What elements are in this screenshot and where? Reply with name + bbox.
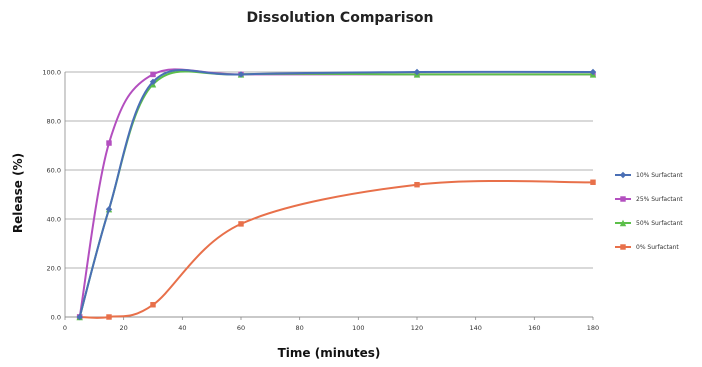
y-tick-label: 100.0 bbox=[42, 69, 61, 77]
y-axis-title: Release (%) bbox=[11, 153, 25, 233]
x-tick-label: 60 bbox=[237, 324, 245, 332]
data-point bbox=[76, 313, 83, 321]
legend-item: 10% Surfactant bbox=[615, 171, 683, 179]
legend-item: 25% Surfactant bbox=[615, 196, 683, 203]
gridlines bbox=[65, 71, 593, 318]
x-axis-title: Time (minutes) bbox=[278, 346, 381, 360]
x-tick-label: 20 bbox=[120, 324, 128, 332]
x-tick-label: 100 bbox=[352, 324, 364, 332]
axes bbox=[64, 72, 594, 320]
series-line bbox=[78, 69, 594, 318]
legend-marker bbox=[619, 171, 627, 179]
series-3 bbox=[76, 179, 596, 320]
legend-marker bbox=[620, 196, 626, 202]
legend-item: 50% Surfactant bbox=[615, 219, 683, 227]
data-point bbox=[150, 302, 156, 308]
legend-item: 0% Surfactant bbox=[615, 244, 679, 251]
x-tick-label: 160 bbox=[528, 324, 540, 332]
data-point bbox=[149, 78, 157, 85]
legend: 10% Surfactant 25% Surfactant 50% Surfacta… bbox=[615, 171, 683, 251]
data-point bbox=[237, 71, 245, 78]
series-line bbox=[78, 68, 593, 318]
x-tick-label: 40 bbox=[178, 324, 186, 332]
data-point bbox=[590, 179, 596, 185]
data-point bbox=[106, 140, 112, 146]
data-point bbox=[413, 68, 421, 76]
data-point bbox=[589, 68, 597, 76]
data-point bbox=[106, 314, 112, 320]
data-point bbox=[105, 206, 113, 213]
chart-title: Dissolution Comparison bbox=[247, 10, 434, 26]
legend-label: 25% Surfactant bbox=[636, 196, 683, 203]
tick-labels: 0.0 20.0 40.0 60.0 80.0 100.0 0 20 40 60 80 100 120 1… bbox=[42, 69, 599, 333]
legend-label: 10% Surfactant bbox=[636, 172, 683, 179]
data-point bbox=[238, 221, 244, 227]
series-1 bbox=[76, 68, 596, 320]
legend-marker bbox=[619, 219, 627, 227]
series-0 bbox=[76, 68, 597, 321]
y-tick-label: 40.0 bbox=[47, 216, 61, 224]
legend-label: 0% Surfactant bbox=[636, 244, 679, 251]
legend-marker bbox=[620, 244, 626, 250]
y-tick-label: 20.0 bbox=[47, 265, 61, 273]
y-tick-label: 60.0 bbox=[47, 167, 61, 175]
data-point bbox=[150, 71, 156, 78]
x-tick-label: 120 bbox=[411, 324, 423, 332]
y-tick-label: 80.0 bbox=[47, 118, 61, 126]
series-line bbox=[78, 70, 593, 318]
data-point bbox=[414, 181, 420, 188]
legend-label: 50% Surfactant bbox=[636, 220, 683, 227]
x-tick-label: 80 bbox=[296, 324, 304, 332]
series-line bbox=[79, 179, 594, 319]
y-tick-label: 0.0 bbox=[51, 314, 61, 322]
x-tick-label: 180 bbox=[587, 324, 599, 332]
x-tick-label: 140 bbox=[469, 324, 481, 332]
x-tick-label: 0 bbox=[63, 324, 67, 332]
series-lines bbox=[76, 68, 597, 321]
